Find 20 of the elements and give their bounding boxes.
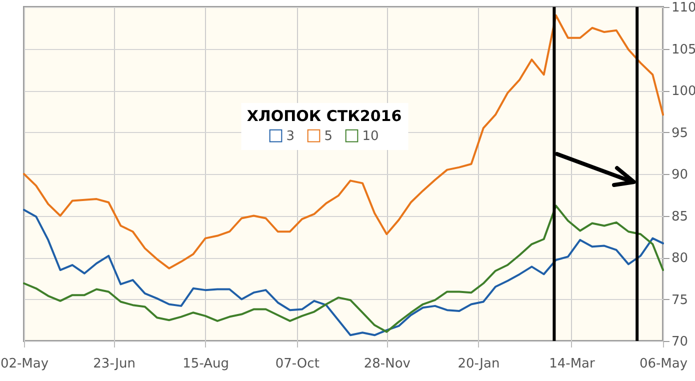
x-tick-label: 15-Aug [182,356,230,372]
x-tick-label: 20-Jan [458,356,500,372]
y-tick-label: 70 [672,334,688,350]
y-tick-label: 75 [672,292,688,308]
legend-label: 10 [362,128,379,144]
legend-title: ХЛОПОК СТК2016 [246,107,402,125]
x-tick-label: 28-Nov [364,356,411,372]
x-tick-label: 07-Oct [275,356,320,372]
legend-label: 3 [286,128,295,144]
y-tick-label: 105 [672,42,695,58]
x-tick-label: 23-Jun [93,356,136,372]
x-tick-label: 06-May [639,356,688,372]
legend-label: 5 [324,128,333,144]
y-tick-label: 95 [672,126,688,141]
x-tick-label: 14-Mar [549,356,596,372]
y-tick-label: 90 [672,168,688,182]
y-tick-label: 80 [672,251,688,266]
x-tick-label: 02-May [0,356,49,372]
line-series [23,14,664,270]
y-tick-label: 85 [672,209,688,224]
